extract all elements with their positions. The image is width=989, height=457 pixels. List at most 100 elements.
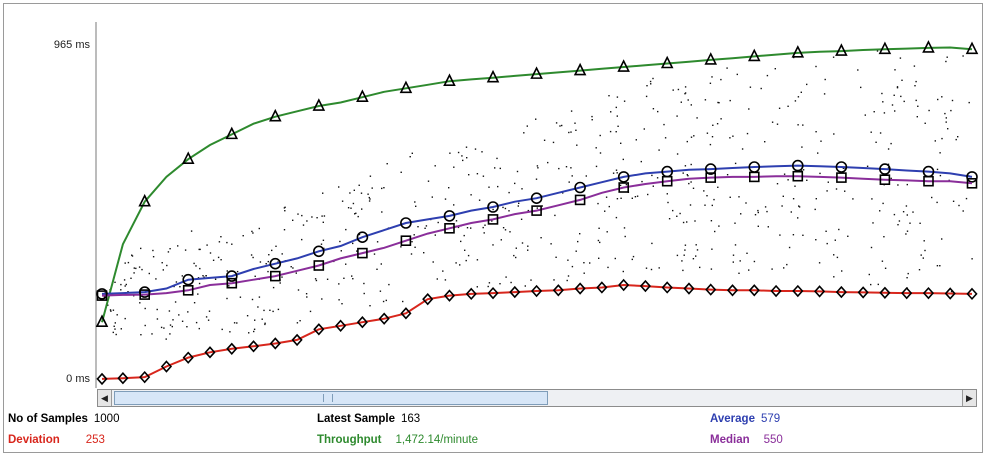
average-marker — [312, 245, 325, 258]
sample-dot — [417, 226, 419, 228]
sample-dot — [228, 285, 230, 287]
throughput-marker — [747, 48, 761, 62]
sample-dot — [468, 174, 470, 176]
sample-dot — [322, 221, 324, 223]
sample-dot — [786, 263, 788, 266]
samples-stat: No of Samples 1000 — [8, 413, 119, 425]
sample-dot — [284, 206, 286, 208]
sample-dot — [732, 254, 735, 256]
sample-dot — [357, 215, 359, 218]
throughput-marker — [835, 43, 848, 56]
sample-dot — [155, 278, 157, 280]
sample-dot — [798, 205, 800, 207]
sample-dot — [646, 85, 648, 87]
sample-dot — [815, 131, 817, 133]
sample-dot — [349, 192, 351, 194]
deviation-marker — [422, 292, 434, 306]
sample-dot — [190, 230, 193, 232]
sample-dot — [415, 205, 417, 207]
sample-dot — [688, 182, 690, 185]
sample-dot — [523, 132, 525, 134]
sample-dot — [141, 268, 143, 271]
average-marker — [835, 161, 848, 173]
sample-dot — [686, 174, 688, 176]
sample-dot — [242, 235, 244, 237]
sample-dot — [173, 285, 175, 288]
deviation-marker — [596, 281, 608, 294]
sample-dot — [657, 110, 659, 113]
samples-value: 1000 — [93, 413, 120, 425]
deviation-marker — [792, 284, 804, 298]
sample-dot — [717, 101, 719, 104]
sample-dot — [614, 257, 616, 260]
sample-dot — [530, 279, 532, 281]
sample-dot — [236, 322, 238, 324]
sample-dot — [195, 321, 198, 324]
sample-dot — [595, 147, 597, 149]
latest-sample-label: Latest Sample — [317, 413, 395, 425]
sample-dot — [608, 95, 610, 97]
sample-dot — [301, 214, 303, 217]
deviation-marker — [705, 283, 717, 296]
sample-dot — [776, 123, 779, 125]
sample-dot — [555, 256, 557, 258]
sample-dot — [568, 131, 570, 134]
sample-dot — [363, 292, 365, 295]
sample-dot — [476, 259, 479, 261]
horizontal-scrollbar[interactable]: ◀ ▶ — [97, 389, 977, 407]
sample-dot — [453, 166, 455, 168]
sample-dot — [583, 262, 585, 264]
sample-dot — [783, 267, 785, 269]
scroll-right-button[interactable]: ▶ — [962, 390, 976, 406]
deviation-marker — [378, 312, 390, 325]
scroll-thumb[interactable] — [114, 391, 548, 405]
throughput-marker — [225, 126, 239, 140]
deviation-marker — [465, 287, 477, 301]
sample-dot — [757, 209, 759, 212]
throughput-line — [101, 46, 973, 323]
sample-dot — [474, 148, 477, 150]
sample-dot — [616, 96, 619, 98]
y-tick-label-max: 965 ms — [54, 39, 91, 51]
sample-dot — [957, 136, 959, 138]
sample-dot — [787, 105, 789, 107]
average-marker — [879, 163, 891, 175]
throughput-marker — [878, 41, 892, 55]
median-marker — [487, 214, 499, 225]
sample-dot — [253, 328, 256, 330]
sample-dot — [608, 205, 610, 208]
deviation-marker — [96, 372, 108, 386]
sample-dot — [520, 218, 523, 220]
sample-dot — [167, 251, 170, 253]
average-marker — [182, 273, 194, 286]
sample-dot — [125, 283, 127, 286]
sample-dot — [631, 197, 633, 199]
sample-dot — [226, 241, 228, 244]
sample-dot — [844, 190, 846, 192]
sample-dot — [625, 183, 628, 186]
sample-dot — [457, 151, 460, 154]
sample-dot — [712, 124, 714, 126]
sample-dot — [794, 185, 796, 187]
scroll-left-button[interactable]: ◀ — [98, 390, 112, 406]
sample-dot — [868, 273, 870, 276]
sample-dot — [945, 117, 947, 119]
throughput-marker — [530, 66, 543, 79]
sample-dot — [491, 220, 493, 222]
sample-dot — [130, 277, 132, 279]
sample-dot — [599, 134, 601, 137]
sample-dot — [264, 322, 266, 324]
sample-dot — [156, 308, 158, 311]
sample-dot — [652, 185, 654, 187]
sample-dot — [568, 181, 570, 183]
sample-dot — [703, 190, 705, 192]
sample-dot — [358, 184, 360, 186]
sample-dot — [884, 267, 887, 269]
deviation-marker — [530, 284, 543, 298]
sample-dot — [852, 198, 854, 200]
sample-dot — [258, 227, 260, 230]
sample-dot — [381, 211, 383, 213]
sample-dot — [279, 282, 281, 284]
sample-dot — [612, 172, 615, 174]
sample-dot — [887, 163, 890, 165]
